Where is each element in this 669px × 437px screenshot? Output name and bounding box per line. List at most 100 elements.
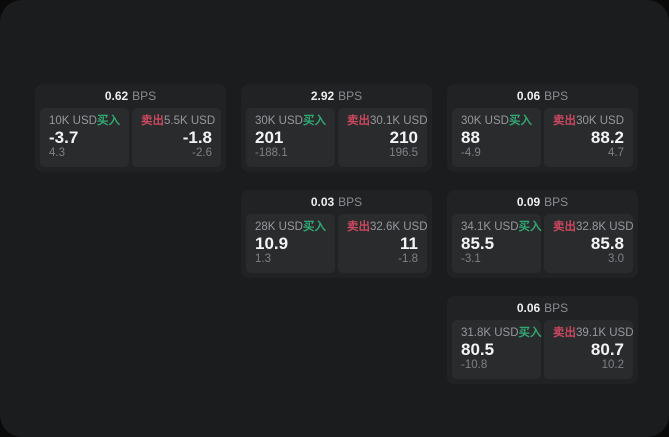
sell-price: 11 [400, 233, 418, 253]
sell-label-row: 卖出 5.5K USD [141, 115, 216, 128]
buy-label-row: 10K USD 买入 [49, 115, 120, 128]
sell-notional: 5.5K USD [164, 115, 216, 127]
bps-unit-label: BPS [338, 195, 363, 209]
sell-price: 210 [389, 127, 418, 147]
sell-notional: 32.8K USD [576, 221, 634, 233]
quote-panels: 31.8K USD 买入 80.5 -10.8 卖出 39.1K USD 80.… [447, 320, 638, 384]
bps-unit-label: BPS [544, 195, 569, 209]
buy-label-row: 30K USD 买入 [255, 115, 326, 128]
sell-label-row: 卖出 32.6K USD [347, 221, 428, 234]
sell-side-label: 卖出 [553, 327, 576, 339]
sell-notional: 32.6K USD [370, 221, 428, 233]
sell-price: 85.8 [590, 233, 624, 253]
sell-side-label: 卖出 [347, 221, 370, 233]
buy-label-row: 34.1K USD 买入 [461, 221, 542, 234]
bps-header: 0.06 BPS [447, 84, 638, 108]
buy-panel[interactable]: 31.8K USD 买入 80.5 -10.8 [452, 320, 542, 379]
sell-panel[interactable]: 卖出 32.8K USD 85.8 3.0 [544, 214, 634, 273]
bps-header: 0.03 BPS [241, 190, 432, 214]
buy-side-label: 买入 [518, 221, 542, 233]
quote-panels: 34.1K USD 买入 85.5 -3.1 卖出 32.8K USD 85.8… [447, 214, 638, 278]
buy-label-row: 31.8K USD 买入 [461, 327, 542, 340]
buy-notional: 28K USD [255, 221, 303, 233]
bps-unit-label: BPS [544, 301, 569, 315]
quote-card: 0.62 BPS 10K USD 买入 -3.7 4.3 卖出 5.5K USD… [35, 84, 226, 172]
buy-panel[interactable]: 30K USD 买入 88 -4.9 [452, 108, 541, 167]
sell-notional: 30.1K USD [370, 115, 428, 127]
quote-cards-grid: 0.62 BPS 10K USD 买入 -3.7 4.3 卖出 5.5K USD… [35, 84, 638, 384]
buy-label-row: 28K USD 买入 [255, 221, 326, 234]
sell-delta: 10.2 [601, 359, 624, 372]
sell-panel[interactable]: 卖出 30K USD 88.2 4.7 [544, 108, 633, 167]
buy-price: 85.5 [461, 233, 495, 253]
buy-side-label: 买入 [303, 221, 326, 233]
sell-panel[interactable]: 卖出 30.1K USD 210 196.5 [338, 108, 428, 167]
buy-panel[interactable]: 34.1K USD 买入 85.5 -3.1 [452, 214, 542, 273]
bps-value: 0.06 [516, 89, 541, 103]
sell-side-label: 卖出 [553, 115, 576, 127]
bps-value: 0.09 [516, 195, 541, 209]
sell-panel[interactable]: 卖出 32.6K USD 11 -1.8 [338, 214, 428, 273]
buy-panel[interactable]: 30K USD 买入 201 -188.1 [246, 108, 335, 167]
sell-panel[interactable]: 卖出 39.1K USD 80.7 10.2 [544, 320, 634, 379]
bps-value: 2.92 [310, 89, 335, 103]
buy-panel[interactable]: 28K USD 买入 10.9 1.3 [246, 214, 335, 273]
buy-price: 201 [255, 127, 284, 147]
quote-card: 0.06 BPS 31.8K USD 买入 80.5 -10.8 卖出 39.1… [447, 296, 638, 384]
quote-card: 0.09 BPS 34.1K USD 买入 85.5 -3.1 卖出 32.8K… [447, 190, 638, 278]
sell-delta: -1.8 [398, 253, 418, 266]
buy-delta: -10.8 [461, 359, 488, 372]
bps-header: 0.09 BPS [447, 190, 638, 214]
quote-panels: 10K USD 买入 -3.7 4.3 卖出 5.5K USD -1.8 -2.… [35, 108, 226, 172]
buy-notional: 30K USD [255, 115, 303, 127]
sell-delta: 3.0 [608, 253, 624, 266]
buy-side-label: 买入 [97, 115, 120, 127]
bps-header: 2.92 BPS [241, 84, 432, 108]
sell-price: 88.2 [590, 127, 624, 147]
sell-label-row: 卖出 39.1K USD [553, 327, 634, 340]
buy-delta: 1.3 [255, 253, 271, 266]
quote-card: 0.03 BPS 28K USD 买入 10.9 1.3 卖出 32.6K US… [241, 190, 432, 278]
quote-panels: 28K USD 买入 10.9 1.3 卖出 32.6K USD 11 -1.8 [241, 214, 432, 278]
sell-side-label: 卖出 [553, 221, 576, 233]
sell-label-row: 卖出 30.1K USD [347, 115, 428, 128]
buy-label-row: 30K USD 买入 [461, 115, 532, 128]
buy-notional: 30K USD [461, 115, 509, 127]
buy-delta: -4.9 [461, 147, 481, 160]
buy-notional: 34.1K USD [461, 221, 519, 233]
sell-side-label: 卖出 [347, 115, 370, 127]
bps-unit-label: BPS [132, 89, 157, 103]
sell-notional: 39.1K USD [576, 327, 634, 339]
quote-card: 0.06 BPS 30K USD 买入 88 -4.9 卖出 30K USD 8… [447, 84, 638, 172]
sell-delta: 196.5 [389, 147, 418, 160]
buy-price: -3.7 [49, 127, 79, 147]
buy-side-label: 买入 [518, 327, 542, 339]
buy-delta: 4.3 [49, 147, 65, 160]
buy-delta: -188.1 [255, 147, 288, 160]
sell-delta: 4.7 [608, 147, 624, 160]
buy-notional: 10K USD [49, 115, 97, 127]
buy-delta: -3.1 [461, 253, 481, 266]
bps-unit-label: BPS [338, 89, 363, 103]
quote-card: 2.92 BPS 30K USD 买入 201 -188.1 卖出 30.1K … [241, 84, 432, 172]
sell-panel[interactable]: 卖出 5.5K USD -1.8 -2.6 [132, 108, 221, 167]
sell-delta: -2.6 [192, 147, 212, 160]
buy-panel[interactable]: 10K USD 买入 -3.7 4.3 [40, 108, 129, 167]
quote-panels: 30K USD 买入 201 -188.1 卖出 30.1K USD 210 1… [241, 108, 432, 172]
buy-side-label: 买入 [303, 115, 326, 127]
bps-value: 0.62 [104, 89, 129, 103]
bps-header: 0.06 BPS [447, 296, 638, 320]
bps-value: 0.06 [516, 301, 541, 315]
sell-label-row: 卖出 32.8K USD [553, 221, 634, 234]
bps-header: 0.62 BPS [35, 84, 226, 108]
buy-price: 10.9 [255, 233, 289, 253]
buy-price: 80.5 [461, 339, 495, 359]
sell-notional: 30K USD [576, 115, 624, 127]
sell-price: 80.7 [590, 339, 624, 359]
buy-notional: 31.8K USD [461, 327, 519, 339]
bps-unit-label: BPS [544, 89, 569, 103]
sell-price: -1.8 [182, 127, 212, 147]
sell-label-row: 卖出 30K USD [553, 115, 624, 128]
sell-side-label: 卖出 [141, 115, 164, 127]
